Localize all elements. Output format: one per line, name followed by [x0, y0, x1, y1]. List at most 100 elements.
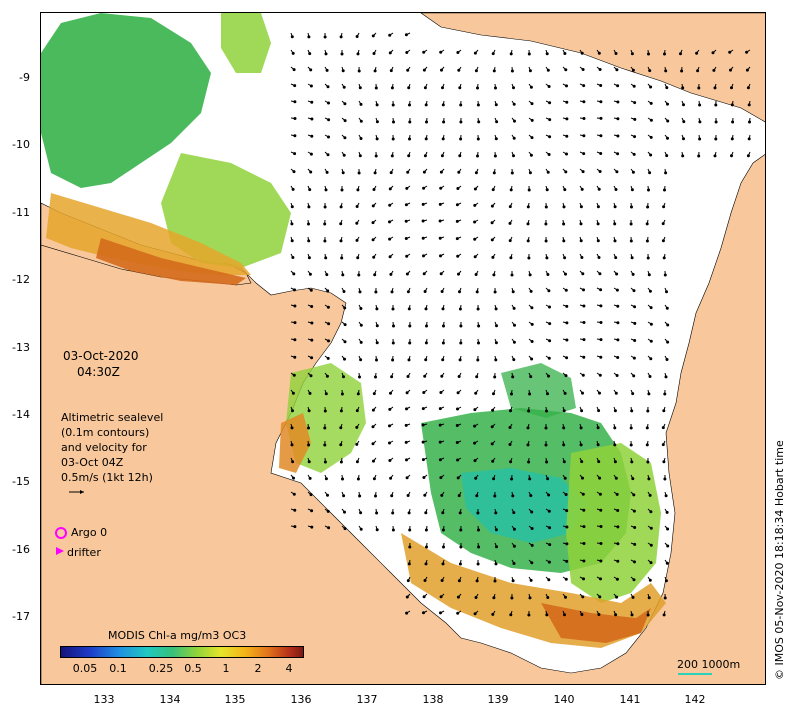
velocity-arrow-head: [359, 119, 363, 123]
velocity-arrow-head: [327, 101, 330, 105]
velocity-arrow-head: [582, 525, 586, 529]
colorbar-tick: 1: [222, 662, 230, 675]
velocity-arrow-head: [597, 187, 601, 191]
velocity-arrow-head: [547, 289, 551, 293]
velocity-arrow-head: [375, 324, 379, 328]
velocity-arrow-head: [459, 120, 463, 124]
velocity-arrow-head: [404, 423, 408, 427]
velocity-arrow-head: [545, 256, 549, 260]
x-axis-label: 138: [422, 693, 444, 706]
velocity-arrow-head: [616, 117, 620, 121]
velocity-arrow-head: [545, 613, 549, 617]
velocity-arrow-head: [563, 52, 567, 55]
velocity-arrow-head: [582, 152, 586, 156]
velocity-arrow-head: [359, 527, 363, 531]
velocity-arrow-head: [473, 237, 477, 241]
velocity-arrow-head: [730, 137, 734, 141]
velocity-arrow-head: [562, 222, 566, 226]
velocity-arrow-head: [422, 595, 426, 599]
velocity-arrow-head: [477, 341, 480, 345]
velocity-arrow-head: [646, 460, 650, 464]
velocity-arrow-head: [598, 492, 602, 496]
velocity-arrow-head: [339, 35, 343, 39]
velocity-arrow-head: [342, 494, 346, 498]
velocity-arrow-head: [440, 290, 444, 293]
velocity-arrow-head: [455, 441, 459, 444]
velocity-arrow-head: [389, 69, 393, 73]
velocity-arrows: [290, 32, 751, 617]
velocity-arrow-head: [292, 272, 296, 276]
velocity-arrow-head: [343, 527, 347, 531]
velocity-arrow-head: [310, 509, 314, 513]
velocity-arrow-head: [309, 170, 313, 174]
velocity-arrow-head: [307, 205, 311, 209]
velocity-arrow-head: [529, 375, 533, 379]
velocity-arrow-head: [455, 237, 459, 241]
velocity-arrow-head: [616, 356, 620, 359]
velocity-arrow-head: [509, 188, 513, 192]
x-axis-label: 137: [356, 693, 378, 706]
map-frame[interactable]: 03-Oct-2020 04:30Z Altimetric sealevel (…: [40, 12, 766, 685]
velocity-arrow-head: [631, 392, 635, 396]
velocity-arrow-head: [441, 341, 445, 345]
velocity-arrow-head: [339, 239, 343, 243]
velocity-arrow-head: [438, 407, 442, 411]
velocity-arrow-head: [563, 256, 567, 260]
velocity-arrow-head: [456, 611, 460, 615]
velocity-arrow-head: [406, 290, 410, 294]
velocity-arrow-head: [459, 545, 463, 549]
velocity-arrow-head: [632, 374, 636, 378]
velocity-arrow-head: [405, 254, 409, 258]
velocity-arrow-head: [745, 50, 749, 54]
velocity-arrow-head: [510, 273, 514, 277]
velocity-arrow-head: [343, 323, 347, 327]
velocity-arrow-head: [530, 322, 534, 326]
velocity-arrow-head: [649, 357, 653, 361]
velocity-arrow-head: [562, 409, 566, 413]
velocity-arrow-head: [547, 356, 551, 360]
velocity-arrow-head: [423, 290, 427, 293]
velocity-arrow-head: [616, 100, 620, 104]
velocity-arrow-head: [729, 68, 732, 72]
velocity-arrow-head: [509, 409, 512, 413]
velocity-arrow-head: [614, 613, 618, 617]
velocity-arrow-head: [290, 205, 294, 209]
velocity-arrow-head: [439, 186, 443, 190]
velocity-arrow-head: [441, 137, 445, 141]
velocity-arrow-head: [307, 256, 311, 260]
velocity-arrow-head: [613, 222, 617, 226]
velocity-arrow-head: [582, 508, 586, 512]
velocity-arrow-head: [459, 324, 463, 328]
velocity-arrow-head: [391, 103, 395, 107]
velocity-arrow-head: [456, 51, 460, 54]
velocity-arrow-head: [442, 324, 445, 328]
velocity-arrow-head: [293, 525, 297, 529]
velocity-arrow-head: [456, 476, 460, 480]
velocity-arrow-head: [599, 321, 603, 324]
velocity-arrow-head: [529, 85, 533, 89]
velocity-arrow-head: [355, 425, 359, 429]
velocity-arrow-head: [730, 103, 734, 107]
velocity-arrow-head: [647, 188, 650, 192]
velocity-arrow-head: [477, 120, 481, 124]
velocity-arrow-head: [293, 152, 297, 156]
velocity-arrow-head: [548, 339, 552, 343]
velocity-arrow-head: [745, 68, 749, 72]
velocity-arrow-head: [544, 222, 548, 226]
velocity-arrow-head: [613, 443, 617, 447]
date-label: 03-Oct-2020: [63, 349, 139, 363]
velocity-arrow-head: [290, 35, 294, 39]
velocity-arrow-head: [293, 338, 297, 342]
velocity-arrow-head: [665, 510, 669, 514]
velocity-arrow-head: [307, 426, 310, 430]
velocity-arrow-head: [442, 120, 446, 124]
velocity-arrow-head: [493, 154, 497, 158]
velocity-arrow-head: [291, 256, 295, 259]
velocity-arrow-head: [371, 408, 375, 412]
velocity-arrow-head: [491, 408, 495, 412]
velocity-arrow-head: [633, 305, 637, 309]
velocity-arrow-head: [371, 238, 375, 242]
velocity-arrow-head: [581, 476, 584, 480]
velocity-arrow-head: [492, 69, 496, 73]
velocity-arrow-head: [547, 509, 551, 513]
